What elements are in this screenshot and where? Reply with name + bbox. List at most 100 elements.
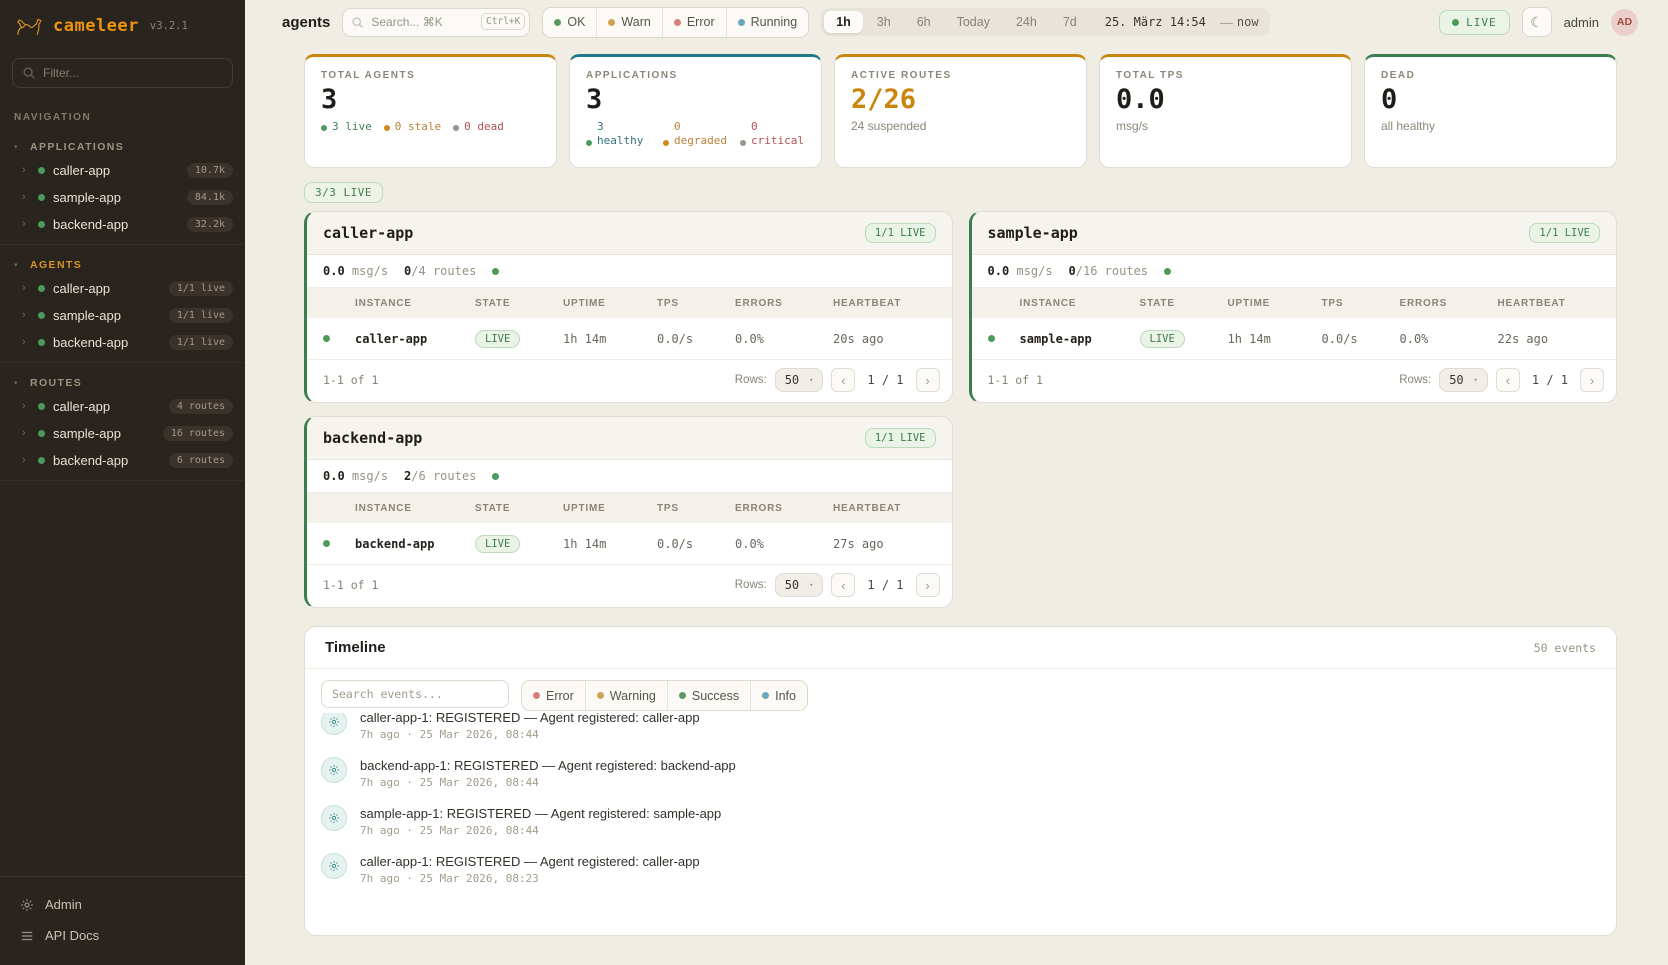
state-badge: LIVE xyxy=(475,329,521,348)
range-1h-button[interactable]: 1h xyxy=(824,11,863,33)
nav-section-applications: ▾ APPLICATIONS › caller-app 10.7k › samp… xyxy=(0,127,245,245)
sidebar-item-sample-app[interactable]: › sample-app 84.1k xyxy=(0,184,245,211)
filter-success-button[interactable]: Success xyxy=(668,681,752,710)
events-search-input[interactable] xyxy=(321,680,509,708)
gear-icon xyxy=(321,713,347,735)
timeline-title: Timeline xyxy=(325,639,386,656)
sidebar-item-agents-sample-app[interactable]: › sample-app 1/1 live xyxy=(0,302,245,329)
sidebar-item-backend-app[interactable]: › backend-app 32.2k xyxy=(0,211,245,238)
nav-section-header-applications[interactable]: ▾ APPLICATIONS xyxy=(14,141,125,153)
live-status-badge[interactable]: LIVE xyxy=(1439,9,1510,35)
status-dot xyxy=(38,285,45,292)
error-dot-icon xyxy=(673,18,681,26)
filter-warn-button[interactable]: Warn xyxy=(597,7,663,37)
chevron-right-icon: › xyxy=(22,400,26,412)
chevron-right-icon: › xyxy=(22,336,26,348)
stat-value: 0 xyxy=(1381,84,1398,115)
event-item[interactable]: caller-app-1: REGISTERED — Agent registe… xyxy=(321,845,1612,893)
ok-dot-icon xyxy=(554,18,562,26)
warning-dot-icon xyxy=(596,692,604,699)
chevron-right-icon: › xyxy=(22,191,26,203)
table-row[interactable]: caller-app LIVE 1h 14m 0.0/s 0.0% 20s ag… xyxy=(307,318,952,360)
timeline-event-count: 50 events xyxy=(1533,640,1596,655)
next-page-button[interactable]: › xyxy=(915,573,940,597)
gear-icon xyxy=(321,853,347,879)
overall-live-badge: 3/3 LIVE xyxy=(304,182,383,203)
stat-value: 2/26 xyxy=(851,84,917,115)
status-dot xyxy=(38,339,45,346)
range-6h-button[interactable]: 6h xyxy=(905,11,943,33)
stat-card-total-tps: TOTAL TPS 0.0 msg/s xyxy=(1099,54,1352,168)
table-header: INSTANCE STATE UPTIME TPS ERRORS HEARTBE… xyxy=(307,493,952,523)
nav-section-header-agents[interactable]: ▾ AGENTS xyxy=(14,259,83,271)
count-badge: 1/1 live xyxy=(168,335,233,350)
next-page-button[interactable]: › xyxy=(1580,368,1604,392)
filter-info-button[interactable]: Info xyxy=(751,681,807,710)
filter-error-button[interactable]: Error xyxy=(663,7,727,37)
time-range-group: 1h 3h 6h Today 24h 7d 25. März 14:54 — n… xyxy=(821,8,1270,36)
menu-icon xyxy=(20,929,34,943)
sidebar-item-routes-sample-app[interactable]: › sample-app 16 routes xyxy=(0,420,245,447)
theme-toggle-button[interactable]: ☾ xyxy=(1521,7,1552,37)
next-page-button[interactable]: › xyxy=(915,368,940,392)
prev-page-button[interactable]: ‹ xyxy=(831,573,856,597)
sidebar-item-api-docs[interactable]: API Docs xyxy=(0,920,245,951)
count-badge: 1/1 live xyxy=(168,308,233,323)
row-range: 1-1 of 1 xyxy=(987,373,1043,387)
range-7d-button[interactable]: 7d xyxy=(1051,11,1089,33)
filter-running-button[interactable]: Running xyxy=(727,8,809,37)
live-count-badge: 1/1 LIVE xyxy=(864,428,936,448)
topbar: agents Ctrl+K OK Warn Error Ru xyxy=(245,0,1668,44)
range-24h-button[interactable]: 24h xyxy=(1004,11,1049,33)
events-search xyxy=(321,680,509,711)
range-today-button[interactable]: Today xyxy=(945,11,1002,33)
status-dot xyxy=(38,312,45,319)
range-3h-button[interactable]: 3h xyxy=(865,11,903,33)
time-range-end[interactable]: now xyxy=(1236,15,1259,29)
page-indicator: 1 / 1 xyxy=(867,373,904,387)
sidebar-footer: Admin API Docs xyxy=(0,876,245,965)
caret-down-icon: ▾ xyxy=(14,262,18,269)
table-row[interactable]: sample-app LIVE 1h 14m 0.0/s 0.0% 22s ag… xyxy=(971,318,1616,360)
nav-section-header-routes[interactable]: ▾ ROUTES xyxy=(14,377,83,389)
state-badge: LIVE xyxy=(1139,329,1185,348)
time-range-start[interactable]: 25. März 14:54 xyxy=(1104,15,1206,29)
table-row[interactable]: backend-app LIVE 1h 14m 0.0/s 0.0% 27s a… xyxy=(307,523,952,565)
event-filter-group: Error Warning Success Info xyxy=(521,680,808,711)
stat-value: 0.0 xyxy=(1116,84,1165,115)
status-dot xyxy=(38,194,45,201)
table-header: INSTANCE STATE UPTIME TPS ERRORS HEARTBE… xyxy=(971,288,1616,318)
sidebar-item-caller-app[interactable]: › caller-app 10.7k xyxy=(0,157,245,184)
event-item[interactable]: sample-app-1: REGISTERED — Agent registe… xyxy=(321,797,1612,845)
sidebar-item-admin[interactable]: Admin xyxy=(0,889,245,920)
events-list[interactable]: caller-app-1: REGISTERED — Agent registe… xyxy=(305,713,1616,935)
navigation-label: NAVIGATION xyxy=(14,112,92,123)
sidebar-item-routes-backend-app[interactable]: › backend-app 6 routes xyxy=(0,447,245,474)
app-card-title: sample-app xyxy=(987,224,1078,242)
filter-warning-button[interactable]: Warning xyxy=(586,681,668,710)
sidebar-item-agents-backend-app[interactable]: › backend-app 1/1 live xyxy=(0,329,245,356)
rows-per-page-select[interactable]: 50 ▾ xyxy=(774,368,824,392)
avatar[interactable]: AD xyxy=(1611,8,1638,36)
page-indicator: 1 / 1 xyxy=(867,578,904,592)
prev-page-button[interactable]: ‹ xyxy=(831,368,856,392)
sidebar-filter-input[interactable] xyxy=(12,58,233,88)
search-icon xyxy=(22,66,36,83)
sidebar-item-routes-caller-app[interactable]: › caller-app 4 routes xyxy=(0,393,245,420)
gear-icon xyxy=(321,805,347,831)
filter-ok-button[interactable]: OK xyxy=(543,7,598,37)
live-count-badge: 1/1 LIVE xyxy=(864,223,936,243)
caret-down-icon: ▾ xyxy=(14,380,18,387)
nav-section-agents: ▾ AGENTS › caller-app 1/1 live › sample-… xyxy=(0,245,245,363)
stale-dot-icon xyxy=(383,125,390,132)
rows-per-page-select[interactable]: 50 ▾ xyxy=(1439,368,1488,392)
chevron-right-icon: › xyxy=(22,309,26,321)
event-item[interactable]: caller-app-1: REGISTERED — Agent registe… xyxy=(321,713,1612,749)
rows-per-page-select[interactable]: 50 ▾ xyxy=(774,573,824,597)
prev-page-button[interactable]: ‹ xyxy=(1495,368,1520,392)
event-item[interactable]: backend-app-1: REGISTERED — Agent regist… xyxy=(321,749,1612,797)
sidebar-item-agents-caller-app[interactable]: › caller-app 1/1 live xyxy=(0,275,245,302)
error-dot-icon xyxy=(533,692,540,699)
chevron-right-icon: › xyxy=(22,427,26,439)
filter-error-button[interactable]: Error xyxy=(522,681,586,710)
